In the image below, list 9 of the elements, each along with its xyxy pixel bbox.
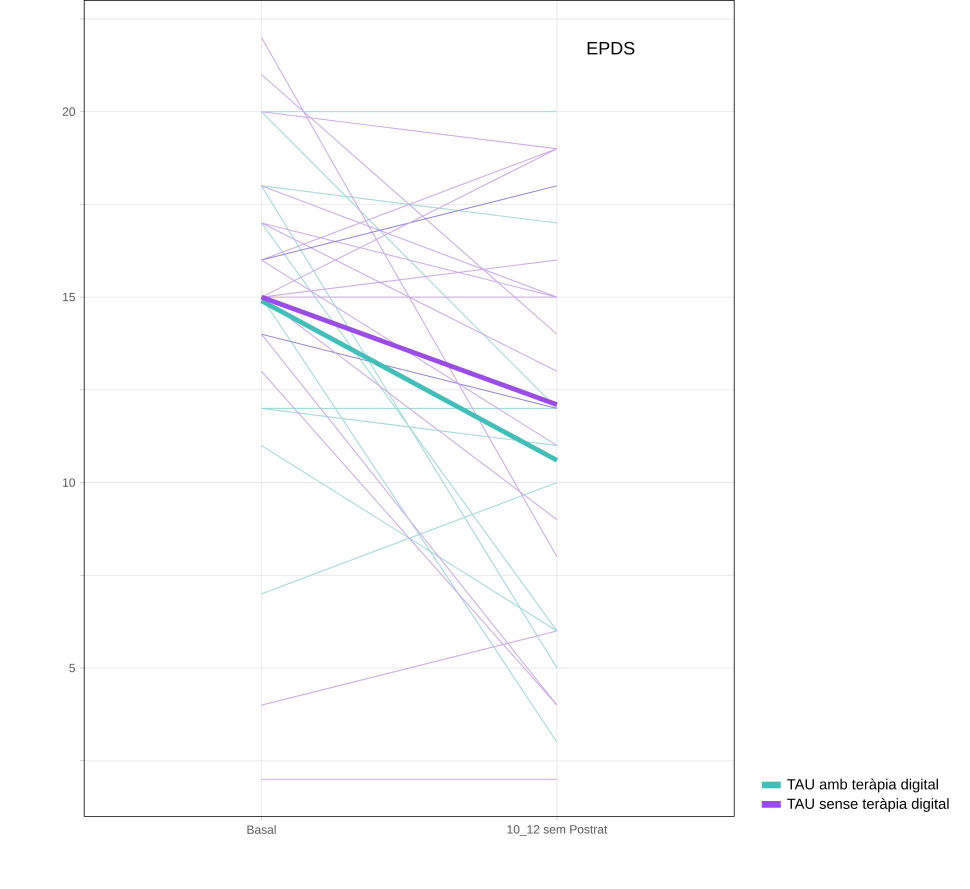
y-tick-label: 15 (63, 293, 75, 302)
x-tick-label: Basal (247, 825, 276, 834)
legend-label: TAU amb teràpia digital (787, 778, 938, 792)
y-tick-label: 20 (62, 108, 76, 116)
legend-label: TAU sense teràpia digital (787, 798, 949, 812)
annotation: EPDS (588, 42, 634, 55)
x-tick-label: 10_12 sem Postrat (507, 825, 608, 836)
y-tick-label: 10 (63, 478, 76, 487)
y-tick-label: 5 (69, 664, 75, 672)
